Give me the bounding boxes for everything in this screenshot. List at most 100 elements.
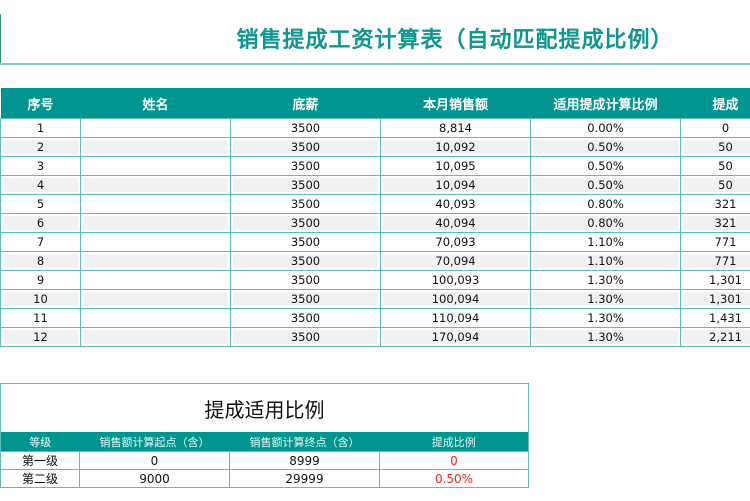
column-header: 姓名 (80, 88, 231, 119)
table-row: 1 3500 8,814 0.00% 0 (0, 118, 750, 138)
rate-table: 提成适用比例 等级 销售额计算起点（含） 销售额计算终点（含） 提成比例 第一级 0 89… (0, 383, 529, 488)
table-cell[interactable]: 3500 (230, 156, 381, 176)
table-cell[interactable]: 1.30% (530, 327, 681, 347)
rate-column-header: 销售额计算终点（含） (229, 432, 380, 452)
table-cell[interactable]: 1.10% (530, 251, 681, 271)
table-cell[interactable]: 8 (0, 251, 81, 271)
table-cell[interactable]: 1 (0, 118, 81, 138)
rate-cell[interactable]: 29999 (229, 469, 380, 488)
table-cell[interactable]: 1.30% (530, 289, 681, 309)
rate-cell[interactable]: 第一级 (0, 451, 80, 470)
column-header: 适用提成计算比例 (530, 88, 681, 119)
table-cell[interactable] (80, 118, 231, 138)
table-cell[interactable]: 771 (680, 251, 750, 271)
table-cell[interactable]: 1.30% (530, 270, 681, 290)
rate-cell[interactable]: 8999 (229, 451, 380, 470)
table-cell[interactable]: 9 (0, 270, 81, 290)
column-header: 提成 (680, 88, 750, 119)
table-cell[interactable]: 70,093 (380, 232, 531, 252)
table-cell[interactable]: 50 (680, 175, 750, 195)
table-cell[interactable]: 3500 (230, 270, 381, 290)
table-cell[interactable]: 110,094 (380, 308, 531, 328)
table-cell[interactable] (80, 308, 231, 328)
table-cell[interactable]: 3500 (230, 327, 381, 347)
table-cell[interactable]: 1.10% (530, 232, 681, 252)
table-cell[interactable]: 3500 (230, 308, 381, 328)
table-cell[interactable]: 0.80% (530, 213, 681, 233)
table-cell[interactable]: 1.30% (530, 308, 681, 328)
table-cell[interactable]: 1,301 (680, 289, 750, 309)
rate-row: 第一级 0 8999 0 (0, 451, 529, 470)
table-cell[interactable] (80, 137, 231, 157)
table-cell[interactable]: 100,094 (380, 289, 531, 309)
table-row: 12 3500 170,094 1.30% 2,211 (0, 327, 750, 347)
table-cell[interactable]: 0.50% (530, 137, 681, 157)
table-row: 6 3500 40,094 0.80% 321 (0, 213, 750, 233)
table-cell[interactable] (80, 213, 231, 233)
table-cell[interactable]: 12 (0, 327, 81, 347)
table-cell[interactable] (80, 232, 231, 252)
table-cell[interactable]: 3500 (230, 175, 381, 195)
rate-row: 第二级 9000 29999 0.50% (0, 469, 529, 488)
table-cell[interactable]: 2 (0, 137, 81, 157)
table-cell[interactable]: 10,094 (380, 175, 531, 195)
rate-cell[interactable]: 0.50% (379, 469, 529, 488)
table-cell[interactable]: 7 (0, 232, 81, 252)
table-cell[interactable] (80, 175, 231, 195)
table-cell[interactable]: 50 (680, 156, 750, 176)
table-cell[interactable]: 100,093 (380, 270, 531, 290)
rate-column-header: 等级 (0, 432, 80, 452)
table-cell[interactable] (80, 156, 231, 176)
table-cell[interactable]: 321 (680, 194, 750, 214)
table-cell[interactable]: 3500 (230, 232, 381, 252)
table-cell[interactable]: 10,095 (380, 156, 531, 176)
table-cell[interactable]: 170,094 (380, 327, 531, 347)
table-cell[interactable]: 321 (680, 213, 750, 233)
table-cell[interactable] (80, 251, 231, 271)
table-cell[interactable] (80, 289, 231, 309)
table-cell[interactable]: 2,211 (680, 327, 750, 347)
table-cell[interactable]: 0 (680, 118, 750, 138)
table-cell[interactable]: 3500 (230, 289, 381, 309)
rate-cell[interactable]: 0 (79, 451, 230, 470)
rate-cell[interactable]: 9000 (79, 469, 230, 488)
table-cell[interactable]: 70,094 (380, 251, 531, 271)
table-cell[interactable]: 11 (0, 308, 81, 328)
table-cell[interactable]: 3 (0, 156, 81, 176)
table-cell[interactable]: 1,431 (680, 308, 750, 328)
table-cell[interactable]: 3500 (230, 194, 381, 214)
table-cell[interactable]: 771 (680, 232, 750, 252)
table-cell[interactable]: 40,093 (380, 194, 531, 214)
table-cell[interactable]: 8,814 (380, 118, 531, 138)
sheet-edge (0, 14, 1, 64)
page-title: 销售提成工资计算表（自动匹配提成比例） (236, 28, 674, 53)
table-cell[interactable]: 5 (0, 194, 81, 214)
table-cell[interactable]: 1,301 (680, 270, 750, 290)
table-cell[interactable]: 3500 (230, 137, 381, 157)
rate-cell[interactable]: 第二级 (0, 469, 80, 488)
table-row: 2 3500 10,092 0.50% 50 (0, 137, 750, 157)
table-cell[interactable]: 0.80% (530, 194, 681, 214)
table-cell[interactable]: 10,092 (380, 137, 531, 157)
table-cell[interactable] (80, 270, 231, 290)
table-row: 11 3500 110,094 1.30% 1,431 (0, 308, 750, 328)
table-cell[interactable]: 50 (680, 137, 750, 157)
table-cell[interactable] (80, 327, 231, 347)
table-cell[interactable]: 10 (0, 289, 81, 309)
table-cell[interactable]: 0.50% (530, 175, 681, 195)
table-cell[interactable]: 40,094 (380, 213, 531, 233)
column-header: 本月销售额 (380, 88, 531, 119)
rate-column-header: 提成比例 (379, 432, 529, 452)
table-cell[interactable]: 0.50% (530, 156, 681, 176)
column-header: 底薪 (230, 88, 381, 119)
rate-cell[interactable]: 0 (379, 451, 529, 470)
title-divider (0, 63, 750, 65)
table-cell[interactable]: 4 (0, 175, 81, 195)
table-cell[interactable] (80, 194, 231, 214)
table-cell[interactable]: 0.00% (530, 118, 681, 138)
table-cell[interactable]: 3500 (230, 251, 381, 271)
table-cell[interactable]: 3500 (230, 213, 381, 233)
table-cell[interactable]: 3500 (230, 118, 381, 138)
table-cell[interactable]: 6 (0, 213, 81, 233)
table-row: 3 3500 10,095 0.50% 50 (0, 156, 750, 176)
